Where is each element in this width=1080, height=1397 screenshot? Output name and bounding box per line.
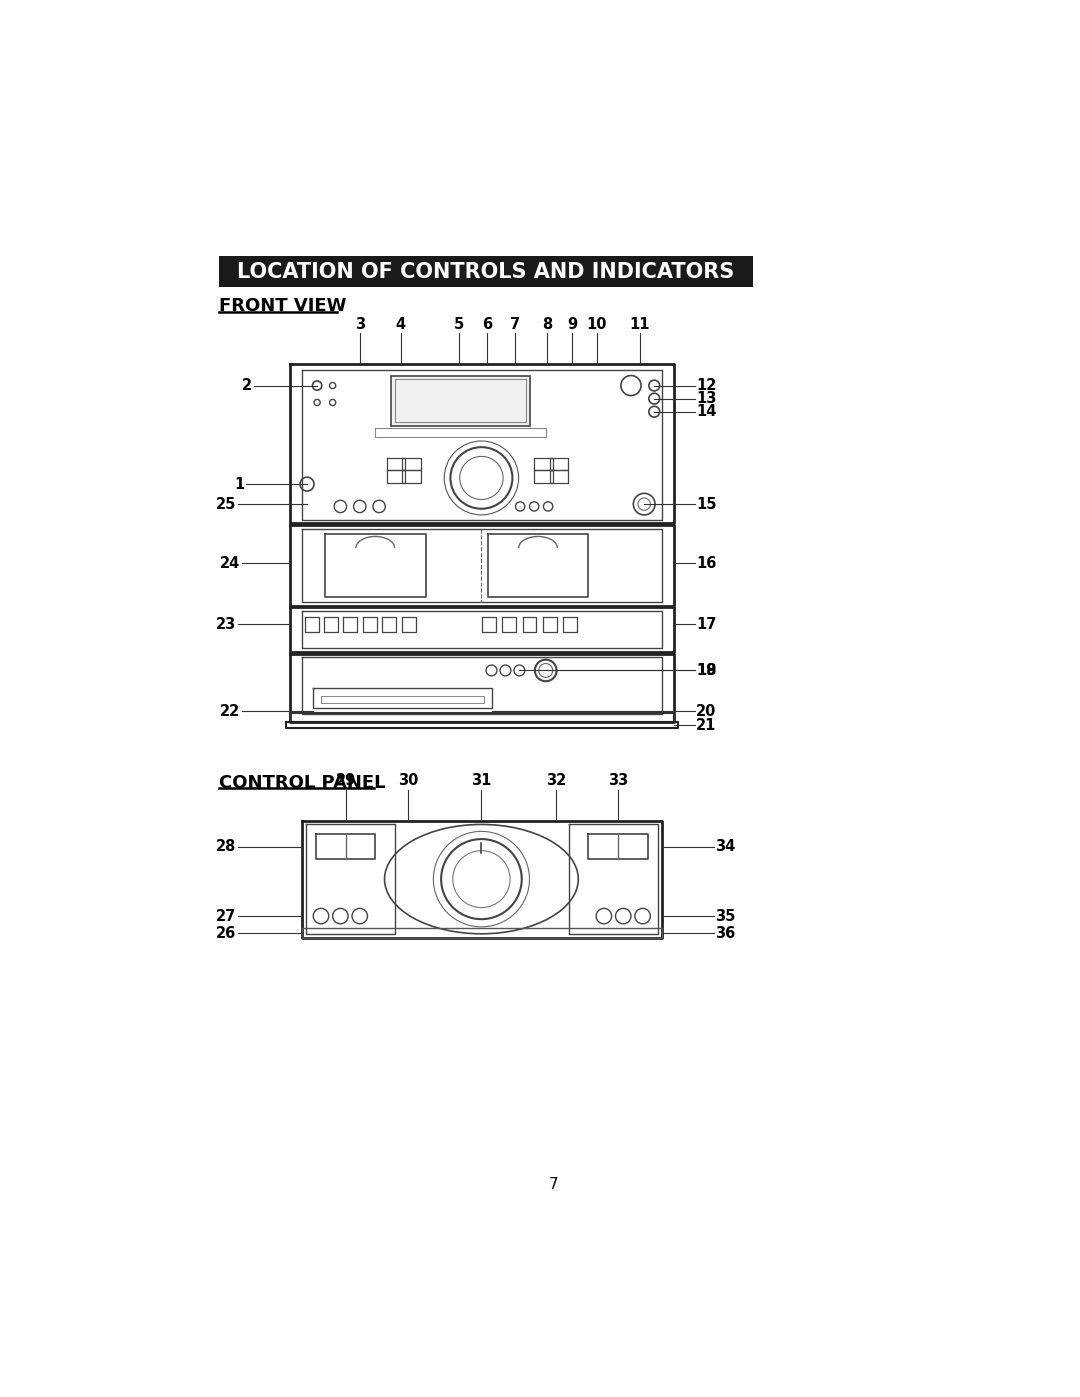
Text: 22: 22 — [220, 704, 241, 719]
Text: 16: 16 — [697, 556, 716, 571]
Text: 10: 10 — [586, 317, 607, 331]
Text: FRONT VIEW: FRONT VIEW — [218, 298, 347, 314]
Text: CONTROL PANEL: CONTROL PANEL — [218, 774, 386, 792]
Text: 21: 21 — [697, 718, 716, 732]
Text: 7: 7 — [549, 1176, 558, 1192]
Bar — [218, 256, 754, 286]
Bar — [391, 376, 530, 426]
Text: 34: 34 — [715, 840, 735, 855]
Text: 8: 8 — [542, 317, 553, 331]
Text: 20: 20 — [697, 704, 716, 719]
Text: 7: 7 — [510, 317, 519, 331]
Text: 18: 18 — [697, 664, 717, 678]
Text: 9: 9 — [567, 317, 577, 331]
Text: 12: 12 — [697, 379, 716, 393]
Text: 15: 15 — [697, 496, 717, 511]
Text: 19: 19 — [697, 664, 716, 678]
Text: 31: 31 — [471, 774, 491, 788]
Text: 14: 14 — [697, 404, 716, 419]
Text: 6: 6 — [482, 317, 491, 331]
Text: 23: 23 — [216, 616, 237, 631]
Text: 3: 3 — [354, 317, 365, 331]
Text: 27: 27 — [216, 908, 237, 923]
Text: 33: 33 — [608, 774, 627, 788]
Text: 35: 35 — [715, 908, 735, 923]
Text: 2: 2 — [242, 379, 252, 393]
Text: 25: 25 — [216, 496, 237, 511]
Text: 32: 32 — [545, 774, 566, 788]
Text: 30: 30 — [397, 774, 418, 788]
Text: 28: 28 — [216, 840, 237, 855]
Text: 11: 11 — [630, 317, 650, 331]
Text: 26: 26 — [216, 926, 237, 940]
Text: 5: 5 — [454, 317, 464, 331]
Text: 36: 36 — [715, 926, 735, 940]
Text: 24: 24 — [220, 556, 241, 571]
Text: 29: 29 — [336, 774, 356, 788]
Text: 13: 13 — [697, 391, 716, 407]
Text: LOCATION OF CONTROLS AND INDICATORS: LOCATION OF CONTROLS AND INDICATORS — [238, 261, 734, 282]
Text: 17: 17 — [697, 616, 716, 631]
Text: 4: 4 — [395, 317, 406, 331]
Text: 1: 1 — [234, 476, 244, 492]
